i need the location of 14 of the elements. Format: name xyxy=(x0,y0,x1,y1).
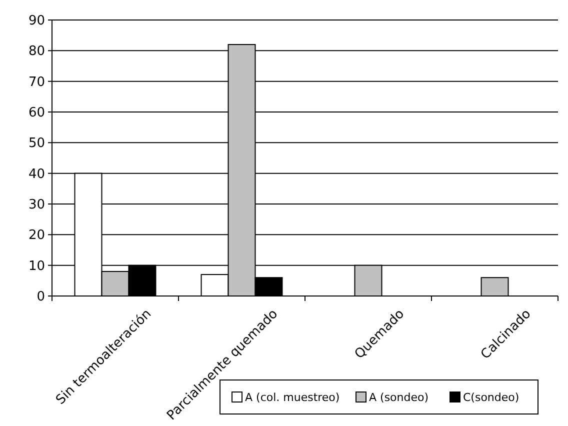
y-tick-label: 10 xyxy=(28,258,45,274)
y-tick-label: 40 xyxy=(28,166,45,182)
y-tick-label: 90 xyxy=(28,14,45,29)
y-tick-label: 30 xyxy=(28,198,45,213)
bar xyxy=(480,277,509,296)
y-tick-label: 70 xyxy=(28,74,45,90)
legend-label: A (col. muestreo) xyxy=(245,390,340,404)
y-tick-label: 20 xyxy=(28,228,45,244)
y-tick-label: 60 xyxy=(28,106,45,121)
legend-label: A (sondeo) xyxy=(369,390,429,404)
legend-label: C(sondeo) xyxy=(463,390,520,404)
y-tick-label: 0 xyxy=(36,290,45,305)
y-tick-label: 50 xyxy=(28,136,45,152)
y-tick-label: 80 xyxy=(28,44,45,60)
